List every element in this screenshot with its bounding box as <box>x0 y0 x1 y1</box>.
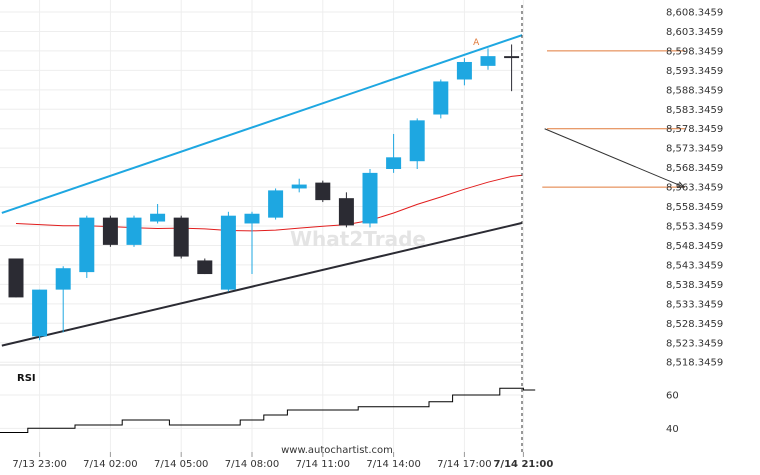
candle <box>55 266 71 333</box>
price-tick-label: 8,573.3459 <box>666 144 723 155</box>
candle-body <box>150 213 166 222</box>
candle-body <box>409 120 425 162</box>
candle-body <box>244 213 260 224</box>
candle <box>362 168 378 228</box>
candle-body <box>268 190 284 218</box>
candle <box>504 44 520 92</box>
candle-body <box>173 217 189 257</box>
candle-body <box>315 182 331 201</box>
candlesticks: A <box>8 38 544 341</box>
trend-channel <box>1 34 522 347</box>
candle <box>173 215 189 259</box>
price-tick-label: 8,538.3459 <box>666 280 723 291</box>
candle <box>220 211 236 292</box>
price-tick-label: 8,553.3459 <box>666 222 723 233</box>
candle <box>433 79 449 119</box>
price-tick-label: 8,583.3459 <box>666 105 723 116</box>
price-tick-label: 8,588.3459 <box>666 85 723 96</box>
price-tick-label: 8,548.3459 <box>666 241 723 252</box>
candle <box>409 118 425 169</box>
candle-body <box>126 217 142 245</box>
candle <box>79 215 95 278</box>
watermark: What2Trade <box>290 227 426 251</box>
price-tick-label: 8,543.3459 <box>666 260 723 271</box>
candle-body <box>79 217 95 273</box>
candle <box>480 48 496 70</box>
forecast-arrow-line <box>544 128 685 188</box>
price-tick-label: 8,608.3459 <box>666 7 723 18</box>
pattern-marker-label: A <box>473 38 480 48</box>
candle <box>32 289 48 341</box>
time-axis: 7/13 23:00 7/14 02:00 7/14 05:00 7/14 08:00… <box>12 452 553 470</box>
time-tick-label: 7/14 02:00 <box>83 459 137 470</box>
candle-body <box>197 260 213 275</box>
candle-body <box>527 51 544 129</box>
price-tick-label: 8,568.3459 <box>666 163 723 174</box>
candle <box>197 258 213 275</box>
price-levels <box>542 50 685 188</box>
candle-body <box>433 81 449 115</box>
time-tick-label: 7/14 08:00 <box>225 459 279 470</box>
footer-url: www.autochartist.com <box>281 445 393 456</box>
candle <box>315 180 331 203</box>
candle <box>291 178 307 193</box>
price-tick-label: 8,518.3459 <box>666 358 723 369</box>
candle-body <box>480 56 496 66</box>
candle-body <box>386 157 402 169</box>
moving-average <box>15 174 522 232</box>
candle-body <box>504 56 520 59</box>
price-tick-label: 8,563.3459 <box>666 183 723 194</box>
time-tick-label: 7/13 23:00 <box>12 459 66 470</box>
candle-body <box>8 258 24 298</box>
moving-average-line <box>15 174 522 232</box>
price-tick-label: 8,598.3459 <box>666 46 723 57</box>
candle <box>338 192 354 228</box>
rsi-tick-label: 60 <box>666 391 679 402</box>
candle-body <box>362 172 378 224</box>
rsi-label: RSI <box>17 373 36 384</box>
candle-body <box>32 289 48 337</box>
time-tick-label: 7/14 05:00 <box>154 459 208 470</box>
channel-upper-line <box>1 34 522 214</box>
candle-body <box>338 198 354 226</box>
candle <box>102 215 118 247</box>
candle <box>527 51 544 129</box>
candle-body <box>55 268 71 290</box>
rsi-line <box>0 387 536 433</box>
candle <box>244 211 260 275</box>
candle <box>126 215 142 247</box>
price-tick-label: 8,578.3459 <box>666 124 723 135</box>
candle <box>268 188 284 220</box>
candle <box>456 58 472 86</box>
rsi-tick-label: 40 <box>666 424 679 435</box>
price-tick-label: 8,533.3459 <box>666 299 723 310</box>
candle-body <box>456 61 472 80</box>
candle-body <box>102 217 118 245</box>
rsi-panel: 60 40 <box>0 364 679 435</box>
candle <box>8 258 24 298</box>
price-tick-label: 8,523.3459 <box>666 338 723 349</box>
price-tick-label: 8,528.3459 <box>666 319 723 330</box>
time-tick-label: 7/14 11:00 <box>296 459 350 470</box>
price-tick-label: 8,593.3459 <box>666 66 723 77</box>
channel-lower-line <box>1 221 522 347</box>
candle <box>150 204 166 224</box>
price-axis: 8,608.3459 8,603.3459 8,598.3459 8,593.3459… <box>666 7 723 368</box>
candle-body <box>220 215 236 290</box>
forecast-arrow-head <box>676 181 685 188</box>
candle-body <box>291 184 307 189</box>
price-tick-label: 8,558.3459 <box>666 202 723 213</box>
time-tick-label: 7/14 21:00 <box>493 459 553 470</box>
time-tick-label: 7/14 14:00 <box>366 459 420 470</box>
time-tick-label: 7/14 17:00 <box>437 459 491 470</box>
price-tick-label: 8,603.3459 <box>666 27 723 38</box>
candle <box>386 133 402 173</box>
